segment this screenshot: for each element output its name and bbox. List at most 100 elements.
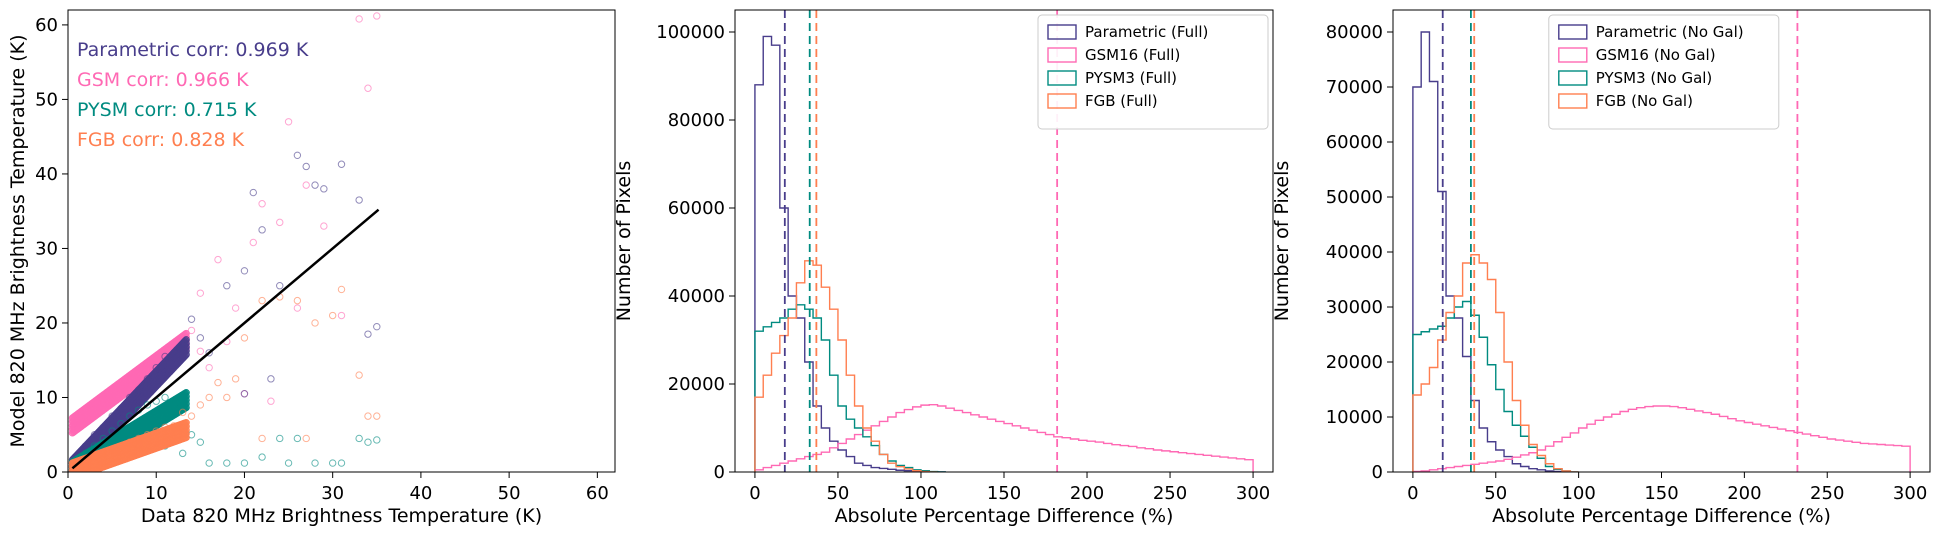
scatter-point	[284, 118, 293, 126]
scatter-point	[231, 304, 240, 312]
scatter-point	[355, 371, 363, 379]
scatter-point	[143, 375, 152, 383]
scatter-point	[302, 162, 310, 171]
scatter-point	[258, 453, 266, 461]
scatter-point	[152, 354, 160, 362]
scatter-point	[90, 431, 99, 439]
y-tick-label: 100000	[656, 22, 725, 43]
scatter-point	[302, 434, 310, 443]
legend-label: GSM16 (Full)	[1085, 46, 1180, 64]
correlation-annotation: Parametric corr: 0.969 K	[77, 39, 309, 61]
scatter-point	[328, 459, 337, 467]
x-tick-label: 0	[62, 483, 73, 504]
x-tick-label: 300	[1236, 483, 1270, 504]
scatter-point	[205, 349, 213, 357]
histogram-step-3	[1412, 254, 1579, 472]
histogram-full-panel: Parametric (Full) GSM16 (Full) PYSM3 (Full…	[613, 9, 1274, 527]
scatter-point	[152, 427, 160, 435]
scatter-point	[196, 401, 205, 409]
scatter-point-dense	[71, 472, 77, 478]
scatter-point	[108, 412, 116, 420]
scatter-point	[152, 363, 160, 372]
scatter-point	[231, 375, 240, 383]
y-tick-label: 50	[35, 89, 58, 110]
histogram-step-1	[1412, 405, 1911, 472]
scatter-point	[293, 304, 302, 312]
scatter-point	[196, 289, 205, 297]
legend: Parametric (Full) GSM16 (Full) PYSM3 (Full…	[1037, 14, 1269, 130]
scatter-point	[223, 282, 231, 290]
legend-frame	[1037, 14, 1269, 130]
scatter-point	[258, 200, 266, 208]
scatter-point	[223, 459, 231, 467]
scatter-point-dense	[72, 474, 78, 480]
scatter-point	[240, 267, 249, 275]
scatter-point	[267, 397, 275, 405]
x-tick-label: 100	[1561, 483, 1595, 504]
legend-frame	[1548, 14, 1780, 130]
y-tick-label: 40000	[1326, 242, 1383, 263]
legend-swatch	[1558, 24, 1588, 40]
x-tick-label: 200	[1070, 483, 1104, 504]
scatter-point-dense	[78, 471, 81, 472]
x-tick-label: 0	[1407, 483, 1418, 504]
scatter-point	[240, 390, 249, 398]
scatter-point-dense	[182, 419, 190, 427]
scatter-point	[170, 422, 178, 430]
x-tick-label: 0	[749, 483, 760, 504]
x-axis-label: Absolute Percentage Difference (%)	[1492, 505, 1831, 527]
y-tick-label: 40000	[668, 286, 725, 307]
scatter-point	[178, 449, 187, 458]
scatter-point	[355, 196, 363, 204]
scatter-point	[196, 347, 205, 355]
scatter-point	[337, 459, 346, 467]
scatter-point	[258, 226, 266, 234]
scatter-point	[373, 12, 381, 20]
legend-label: PYSM3 (No Gal)	[1596, 69, 1713, 87]
scatter-point	[337, 160, 346, 168]
legend: Parametric (No Gal) GSM16 (No Gal) PYSM3 (…	[1548, 14, 1780, 130]
scatter-point-dense	[73, 471, 77, 472]
scatter-point	[223, 393, 231, 402]
y-tick-label: 70000	[1326, 77, 1383, 98]
legend-label: Parametric (Full)	[1085, 23, 1208, 41]
y-tick-label: 30	[35, 238, 58, 259]
scatter-point	[178, 408, 187, 417]
y-tick-label: 80000	[1326, 22, 1383, 43]
legend-label: Parametric (No Gal)	[1596, 23, 1744, 41]
scatter-point	[258, 296, 266, 305]
scatter-point	[143, 431, 152, 439]
x-tick-label: 150	[987, 483, 1021, 504]
y-tick-label: 40	[35, 164, 58, 185]
y-axis-label: Number of Pixels	[613, 161, 635, 322]
scatter-point	[126, 376, 134, 385]
x-tick-label: 100	[904, 483, 938, 504]
scatter-point	[311, 459, 319, 467]
x-tick-label: 150	[1644, 483, 1678, 504]
scatter-point	[284, 459, 293, 467]
scatter-point	[337, 311, 346, 320]
scatter-series-fgb	[68, 285, 381, 480]
scatter-point	[328, 311, 337, 320]
scatter-point	[311, 181, 319, 189]
scatter-point	[73, 417, 81, 426]
plot-area	[68, 12, 381, 480]
scatter-point	[320, 185, 328, 193]
plot-area	[754, 10, 1254, 472]
scatter-point	[161, 423, 169, 431]
correlation-annotation: FGB corr: 0.828 K	[77, 129, 245, 151]
scatter-point-dense	[75, 473, 81, 479]
scatter-point-dense	[71, 474, 77, 480]
scatter-point	[170, 349, 178, 357]
x-tick-label: 60	[586, 483, 609, 504]
scatter-point	[161, 393, 169, 402]
scatter-point	[337, 285, 346, 294]
y-tick-label: 20	[35, 313, 58, 334]
scatter-point	[187, 326, 196, 335]
scatter-point	[134, 386, 143, 394]
scatter-point	[117, 442, 125, 450]
y-tick-label: 60000	[668, 198, 725, 219]
scatter-point	[355, 15, 363, 23]
scatter-point	[161, 348, 169, 356]
